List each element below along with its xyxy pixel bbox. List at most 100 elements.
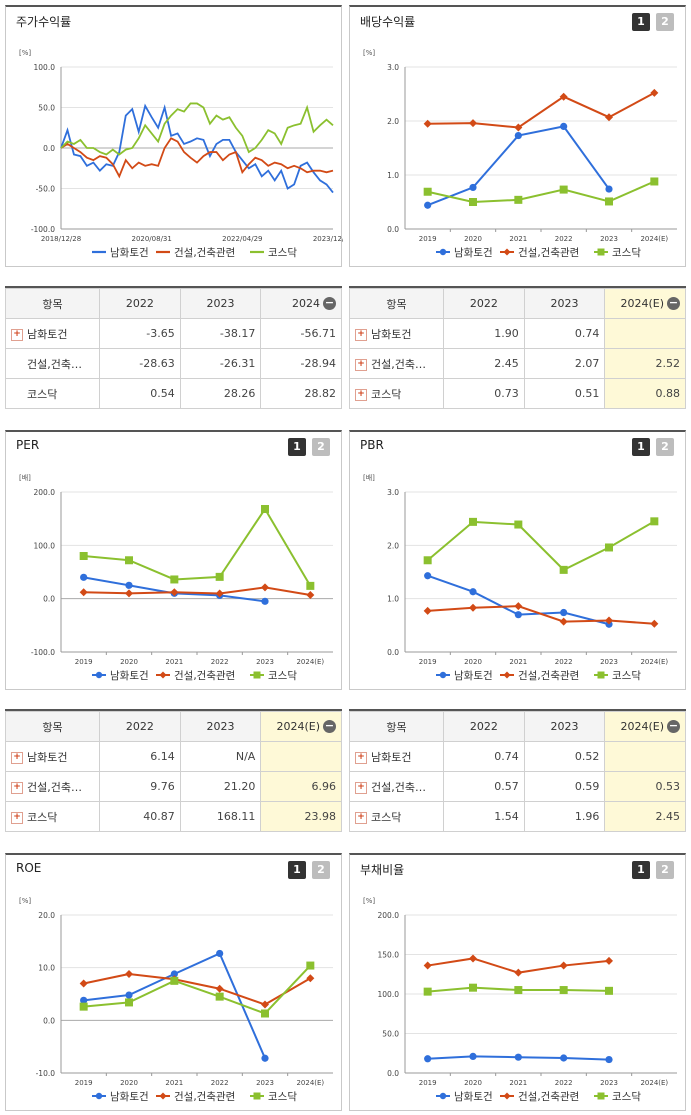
per-table: 항목 2022 2023 2024(E) − + 남화토건 6.14 N/A + 건설,건축… 9.7… [4,711,342,832]
collapse-icon[interactable]: − [667,296,680,311]
period-1-button[interactable]: 1 [288,438,306,456]
data-point [469,954,477,963]
data-point [469,603,477,612]
data-point [261,505,269,514]
series-line [83,586,311,596]
y-tick-label: 0.0 [43,1016,55,1025]
value-cell: 0.88 [604,378,686,409]
panel-title: ROE [16,861,42,875]
panel-title: 배당수익률 [360,15,416,29]
value-cell: -28.94 [260,348,342,379]
data-point [80,996,88,1004]
value-cell: 0.51 [523,378,606,409]
x-tick-label: 2022 [555,658,573,666]
value-cell: 28.82 [260,378,342,409]
y-tick-label: 0.0 [43,595,55,604]
period-2-button[interactable]: 2 [312,861,330,879]
data-point [560,1054,568,1062]
data-point [469,198,477,206]
data-point [559,565,568,574]
period-1-button[interactable]: 1 [632,861,650,879]
y-tick-label: 150.0 [378,951,400,960]
expand-icon[interactable]: + [11,328,23,341]
x-tick-label: 2022 [555,1079,573,1087]
series-line [83,972,311,1006]
roe-panel: ROE 1 2 [%] 20.0 10.0 0.0 -10.0 2019 2020 2021 2… [5,853,342,1111]
expand-icon[interactable]: + [355,751,367,764]
collapse-icon[interactable]: − [323,719,336,734]
data-point [79,552,88,560]
header-label: 항목 [42,297,63,311]
data-point [605,113,613,122]
data-point [514,123,523,132]
x-tick-label: 2022 [211,1079,229,1087]
expand-icon[interactable]: + [355,811,367,824]
data-point [424,201,432,209]
period-2-button[interactable]: 2 [656,861,674,879]
x-tick-label: 2024(E) [640,658,668,666]
row-name-cell: + 남화토건 [348,741,445,772]
expand-icon[interactable]: + [355,388,367,401]
y-tick-label: 100.0 [34,63,56,72]
x-tick-label: 2018/12/28 [41,235,81,243]
collapse-icon[interactable]: − [667,719,680,734]
data-point [306,961,315,970]
row-name: 코스닥 [371,387,402,401]
expand-icon[interactable]: + [11,811,23,824]
column-header-year: 2024(E) − [604,288,686,319]
y-tick-label: 20.0 [38,911,55,920]
collapse-icon[interactable]: − [323,296,336,311]
header-label: 2024(E) [620,719,664,733]
dividend-table: 항목 2022 2023 2024(E) − + 남화토건 1.90 0.74 + 건설,건축… 2.… [348,288,686,409]
y-tick-label: 200.0 [378,911,400,920]
unit-label: [%] [19,897,31,905]
header-label: 항목 [42,720,63,734]
period-2-button[interactable]: 2 [656,13,674,31]
expand-icon[interactable]: + [355,358,367,371]
legend-label: 남화토건 [110,1091,149,1103]
table-row: + 남화토건 -3.65 -38.17 -56.71 [4,318,342,349]
y-tick-label: 10.0 [38,964,55,973]
row-name: 남화토건 [371,327,412,341]
unit-label: [배] [363,473,375,482]
period-1-button[interactable]: 1 [632,13,650,31]
y-tick-label: -100.0 [31,225,55,234]
data-point [559,617,568,626]
data-point [423,187,432,196]
period-2-button[interactable]: 2 [312,438,330,456]
period-1-button[interactable]: 1 [288,861,306,879]
data-point [469,119,477,128]
data-point [215,572,224,581]
data-point [469,183,477,192]
x-tick-label: 2019 [75,1079,93,1087]
data-point [559,185,568,194]
period-1-button[interactable]: 1 [632,438,650,456]
expand-icon[interactable]: + [355,328,367,341]
data-point [559,986,568,995]
row-name: 건설,건축… [27,357,82,371]
expand-icon[interactable]: + [355,781,367,794]
expand-icon[interactable]: + [11,751,23,764]
value-cell: 1.96 [523,801,606,832]
table-row: + 남화토건 1.90 0.74 [348,318,686,349]
value-cell: 21.20 [179,771,262,802]
data-point [170,575,179,584]
value-cell: 2.45 [604,801,686,832]
value-cell: 0.74 [523,318,606,349]
legend-marker [597,671,605,679]
data-point [423,987,432,996]
legend-label: 건설,건축관련 [174,670,235,682]
expand-icon[interactable]: + [11,781,23,794]
legend-marker [597,1092,605,1100]
data-point [125,991,133,999]
data-point [170,976,179,985]
data-point [261,1009,269,1018]
data-point [125,969,133,978]
period-2-button[interactable]: 2 [656,438,674,456]
value-cell: -56.71 [260,318,342,349]
y-tick-label: 1.0 [387,595,399,604]
legend-label: 코스닥 [268,670,297,682]
data-point [125,581,133,589]
column-header-year: 2023 [179,711,262,742]
legend-label: 건설,건축관련 [518,1091,579,1103]
